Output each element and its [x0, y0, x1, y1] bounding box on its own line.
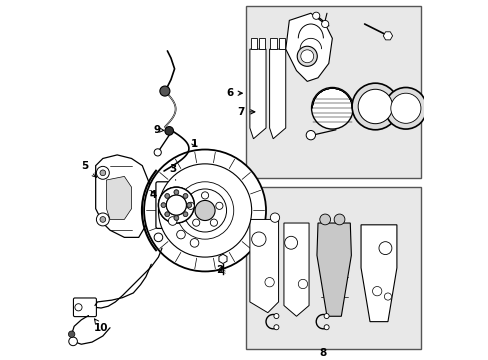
- Circle shape: [166, 195, 186, 215]
- Text: 6: 6: [226, 88, 242, 98]
- Polygon shape: [249, 49, 265, 139]
- Circle shape: [174, 190, 178, 194]
- Polygon shape: [360, 225, 396, 321]
- Circle shape: [319, 214, 330, 225]
- Circle shape: [183, 212, 187, 216]
- Text: 2: 2: [216, 265, 224, 275]
- Circle shape: [378, 242, 391, 255]
- Circle shape: [166, 195, 186, 215]
- Circle shape: [75, 304, 82, 311]
- Circle shape: [215, 202, 223, 210]
- Circle shape: [183, 212, 187, 217]
- Text: 8: 8: [319, 348, 326, 358]
- Circle shape: [158, 187, 194, 223]
- Circle shape: [183, 189, 226, 232]
- Circle shape: [186, 203, 191, 208]
- Circle shape: [158, 187, 194, 223]
- Circle shape: [165, 194, 169, 198]
- Circle shape: [210, 219, 217, 226]
- Circle shape: [174, 216, 178, 220]
- Circle shape: [284, 236, 297, 249]
- Circle shape: [162, 191, 190, 220]
- Polygon shape: [278, 39, 285, 49]
- Circle shape: [351, 83, 398, 130]
- Polygon shape: [285, 13, 332, 81]
- Circle shape: [298, 279, 307, 289]
- Bar: [245, 6, 421, 178]
- Polygon shape: [258, 39, 265, 49]
- FancyBboxPatch shape: [156, 182, 196, 228]
- Circle shape: [164, 127, 173, 135]
- Polygon shape: [250, 39, 257, 49]
- Text: 7: 7: [237, 107, 254, 117]
- Circle shape: [158, 164, 251, 257]
- Circle shape: [187, 202, 194, 210]
- Polygon shape: [219, 254, 226, 264]
- Circle shape: [305, 131, 315, 140]
- Circle shape: [144, 149, 265, 271]
- Circle shape: [192, 219, 200, 226]
- Circle shape: [312, 12, 319, 19]
- Circle shape: [154, 233, 163, 242]
- Polygon shape: [284, 223, 308, 316]
- Circle shape: [333, 214, 344, 225]
- Circle shape: [100, 170, 105, 176]
- Circle shape: [384, 293, 391, 300]
- Circle shape: [311, 87, 352, 129]
- Circle shape: [324, 314, 328, 319]
- Circle shape: [161, 203, 165, 207]
- Circle shape: [390, 93, 420, 123]
- Circle shape: [273, 325, 278, 330]
- Text: 4: 4: [149, 190, 157, 200]
- Circle shape: [190, 239, 199, 247]
- Circle shape: [100, 217, 105, 222]
- Polygon shape: [316, 223, 351, 316]
- Circle shape: [251, 232, 265, 246]
- Bar: [245, 187, 421, 348]
- Circle shape: [168, 217, 177, 225]
- Circle shape: [264, 278, 274, 287]
- Circle shape: [384, 87, 426, 129]
- Circle shape: [154, 149, 161, 156]
- Circle shape: [69, 337, 77, 346]
- Circle shape: [300, 50, 313, 63]
- Circle shape: [270, 213, 279, 222]
- Circle shape: [324, 325, 328, 330]
- Circle shape: [160, 86, 169, 96]
- Circle shape: [165, 212, 169, 216]
- Circle shape: [68, 331, 75, 337]
- Polygon shape: [106, 176, 131, 220]
- Circle shape: [187, 203, 191, 207]
- Circle shape: [96, 213, 109, 226]
- FancyBboxPatch shape: [73, 298, 96, 317]
- Polygon shape: [249, 220, 278, 313]
- Circle shape: [176, 230, 185, 239]
- Text: 1: 1: [190, 139, 198, 149]
- Text: 10: 10: [94, 319, 108, 333]
- Circle shape: [195, 201, 215, 221]
- Circle shape: [174, 216, 179, 221]
- Circle shape: [321, 21, 328, 28]
- Circle shape: [96, 166, 109, 179]
- Circle shape: [297, 46, 317, 66]
- Polygon shape: [269, 49, 285, 139]
- Circle shape: [174, 190, 179, 195]
- Circle shape: [164, 193, 169, 198]
- Circle shape: [273, 314, 278, 319]
- Circle shape: [372, 287, 381, 296]
- Polygon shape: [270, 39, 276, 49]
- Circle shape: [201, 192, 208, 199]
- Circle shape: [176, 182, 233, 239]
- Circle shape: [161, 203, 165, 208]
- Polygon shape: [96, 155, 149, 237]
- Text: 9: 9: [153, 125, 163, 135]
- Polygon shape: [383, 32, 392, 40]
- Circle shape: [183, 193, 187, 198]
- Circle shape: [164, 212, 169, 217]
- Text: 5: 5: [81, 161, 96, 177]
- Circle shape: [357, 89, 392, 124]
- Text: 3: 3: [169, 164, 176, 180]
- Circle shape: [183, 194, 187, 198]
